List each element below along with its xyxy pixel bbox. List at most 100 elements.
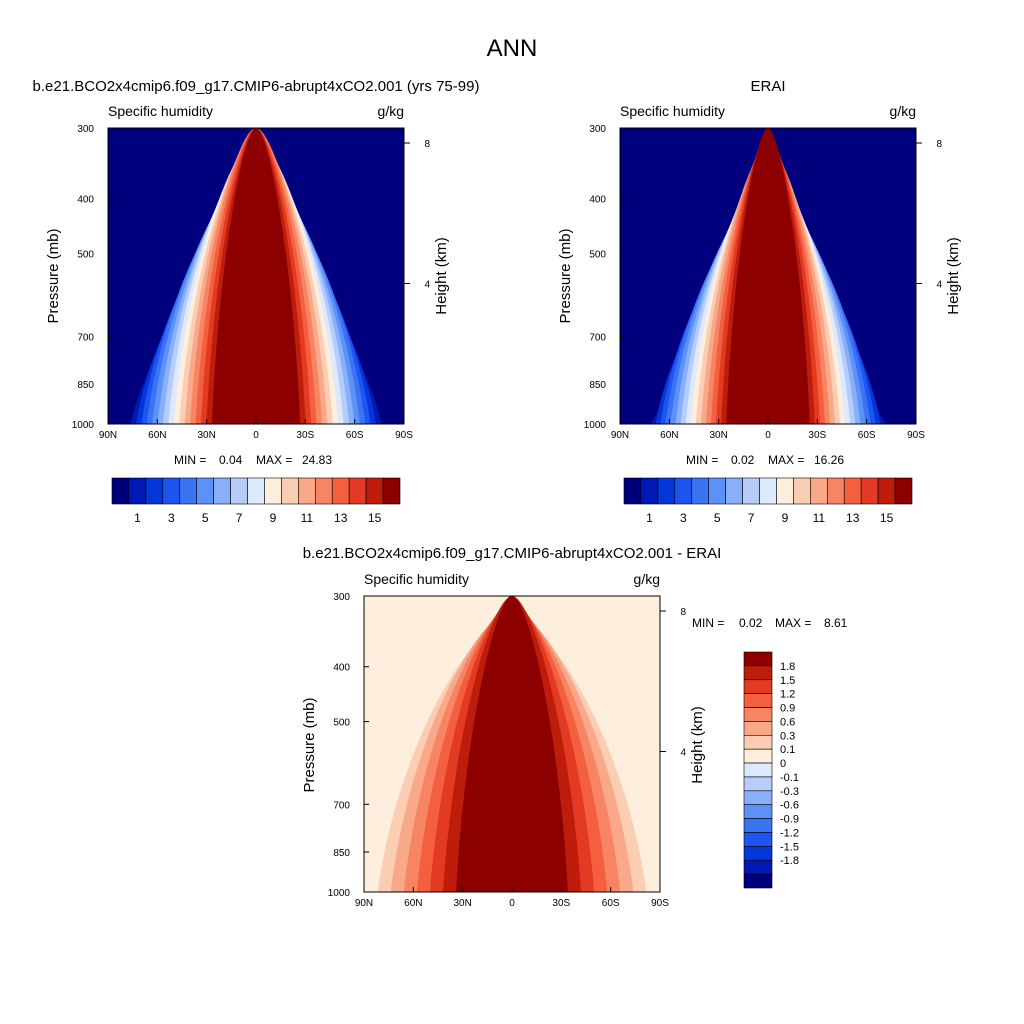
colorbar-swatch bbox=[743, 804, 773, 819]
contour-band-16 bbox=[211, 128, 301, 424]
panel-model-min-value: 0.04 bbox=[219, 453, 243, 467]
colorbar-label: -0.6 bbox=[780, 800, 799, 812]
colorbar-swatch bbox=[742, 477, 760, 505]
panel-erai-min-label: MIN = bbox=[686, 453, 718, 467]
colorbar: 1 3 5 7 9 11 13 15 bbox=[111, 477, 401, 525]
colorbar-label: 13 bbox=[846, 511, 860, 525]
x-tick-label: 0 bbox=[253, 430, 259, 441]
panel-erai: ERAI Specific humidity g/kg Pressure (mb… bbox=[557, 78, 962, 525]
x-tick-label: 30S bbox=[808, 430, 826, 441]
y-tick-label: 1000 bbox=[328, 888, 351, 899]
colorbar-swatch bbox=[894, 477, 913, 505]
colorbar-swatch bbox=[743, 693, 773, 708]
colorbar-label: -0.3 bbox=[780, 786, 799, 798]
panel-diff: b.e21.BCO2x4cmip6.f09_g17.CMIP6-abrupt4x… bbox=[301, 545, 848, 909]
colorbar-swatch bbox=[365, 477, 384, 505]
panel-erai-title: ERAI bbox=[750, 78, 785, 95]
contour-field bbox=[620, 128, 916, 424]
y-tick-label: 700 bbox=[589, 332, 606, 343]
colorbar-swatch bbox=[162, 477, 181, 505]
x-tick-label: 0 bbox=[509, 898, 515, 909]
colorbar-swatch bbox=[860, 477, 879, 505]
panel-diff-title: b.e21.BCO2x4cmip6.f09_g17.CMIP6-abrupt4x… bbox=[303, 545, 722, 562]
panel-model-max-label: MAX = bbox=[256, 453, 292, 467]
panel-diff-subtitle-right: g/kg bbox=[634, 571, 660, 587]
colorbar-swatch bbox=[743, 776, 773, 792]
y-tick-label: 850 bbox=[77, 380, 94, 391]
colorbar-swatch bbox=[743, 679, 773, 694]
colorbar-swatch bbox=[843, 477, 862, 505]
colorbar-swatch bbox=[743, 859, 773, 875]
x-tick-label: 30N bbox=[709, 430, 727, 441]
y-tick-label: 400 bbox=[589, 195, 606, 206]
colorbar-swatch bbox=[382, 477, 401, 505]
colorbar-swatch bbox=[743, 790, 773, 806]
colorbar-label: 1 bbox=[646, 511, 653, 525]
x-tick-label: 90S bbox=[651, 898, 669, 909]
panel-diff-subtitle-left: Specific humidity bbox=[364, 571, 469, 587]
colorbar-label: 9 bbox=[782, 511, 789, 525]
colorbar: 1 3 5 7 9 11 13 15 bbox=[623, 477, 913, 525]
panel-erai-ylabel: Pressure (mb) bbox=[557, 228, 574, 323]
colorbar-swatch bbox=[657, 477, 676, 505]
y-tick-label: 850 bbox=[333, 848, 350, 859]
panel-diff-max-label: MAX = bbox=[775, 616, 811, 630]
panel-diff-min-value: 0.02 bbox=[739, 616, 763, 630]
colorbar: 1.81.51.20.90.60.30.10-0.1-0.3-0.6-0.9-1… bbox=[743, 651, 799, 889]
y-tick-label: 1000 bbox=[584, 420, 607, 431]
colorbar-swatch bbox=[793, 477, 811, 505]
colorbar-label: 1.8 bbox=[780, 661, 795, 673]
colorbar-swatch bbox=[743, 734, 773, 750]
panel-erai-ylabel-right: Height (km) bbox=[945, 237, 962, 315]
contour-band-1.8 bbox=[456, 596, 568, 892]
colorbar-label: 0.3 bbox=[780, 730, 795, 742]
colorbar-swatch bbox=[759, 477, 777, 505]
colorbar-label: 1.5 bbox=[780, 675, 795, 687]
panel-erai-max-value: 16.26 bbox=[814, 453, 844, 467]
colorbar-label: 15 bbox=[368, 511, 382, 525]
x-tick-label: 30N bbox=[197, 430, 215, 441]
contour-field bbox=[108, 128, 404, 424]
x-tick-label: 90N bbox=[355, 898, 373, 909]
colorbar-swatch bbox=[314, 477, 333, 505]
colorbar-label: -0.1 bbox=[780, 772, 799, 784]
y-tick-label: 700 bbox=[333, 800, 350, 811]
colorbar-swatch bbox=[743, 846, 773, 861]
contour-field bbox=[364, 596, 660, 892]
colorbar-label: -0.9 bbox=[780, 814, 799, 826]
panel-model-min-label: MIN = bbox=[174, 453, 206, 467]
colorbar-label: 15 bbox=[880, 511, 894, 525]
colorbar-swatch bbox=[743, 762, 773, 778]
colorbar-label: 9 bbox=[270, 511, 277, 525]
page-title: ANN bbox=[487, 35, 538, 62]
colorbar-swatch bbox=[743, 707, 773, 722]
colorbar-label: -1.8 bbox=[780, 855, 799, 867]
panel-model-ylabel: Pressure (mb) bbox=[45, 228, 62, 323]
y-tick-label: 850 bbox=[589, 380, 606, 391]
colorbar-label: 7 bbox=[236, 511, 243, 525]
x-tick-label: 30S bbox=[552, 898, 570, 909]
y-tick-label: 700 bbox=[77, 332, 94, 343]
colorbar-swatch bbox=[743, 873, 773, 889]
colorbar-label: 13 bbox=[334, 511, 348, 525]
x-tick-label: 30S bbox=[296, 430, 314, 441]
colorbar-swatch bbox=[264, 477, 282, 505]
colorbar-label: 5 bbox=[202, 511, 209, 525]
colorbar-swatch bbox=[128, 477, 147, 505]
colorbar-swatch bbox=[708, 477, 726, 505]
panel-diff-min-label: MIN = bbox=[692, 616, 724, 630]
colorbar-swatch bbox=[145, 477, 164, 505]
colorbar-swatch bbox=[776, 477, 794, 505]
colorbar-swatch bbox=[743, 818, 773, 833]
y-tick-label: 400 bbox=[77, 195, 94, 206]
y-tick-label: 500 bbox=[77, 250, 94, 261]
x-tick-label: 90S bbox=[395, 430, 413, 441]
contour-band-16 bbox=[726, 128, 810, 424]
x-tick-label: 30N bbox=[453, 898, 471, 909]
colorbar-label: -1.2 bbox=[780, 827, 799, 839]
y-tick-label: 300 bbox=[589, 124, 606, 135]
colorbar-swatch bbox=[213, 477, 231, 505]
x-tick-label: 60N bbox=[148, 430, 166, 441]
colorbar-swatch bbox=[247, 477, 265, 505]
